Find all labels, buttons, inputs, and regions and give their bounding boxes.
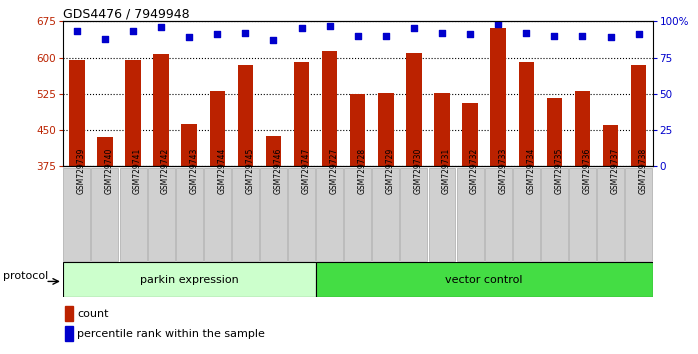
Bar — [574, 91, 590, 348]
Text: GSM729730: GSM729730 — [414, 148, 423, 194]
Point — [268, 37, 279, 43]
Text: GSM729727: GSM729727 — [329, 148, 339, 194]
Bar — [406, 53, 422, 348]
Text: GSM729735: GSM729735 — [554, 148, 563, 194]
Text: GSM729741: GSM729741 — [133, 148, 142, 194]
Bar — [434, 93, 450, 348]
Bar — [462, 103, 478, 348]
FancyBboxPatch shape — [91, 168, 119, 261]
Text: percentile rank within the sample: percentile rank within the sample — [77, 329, 265, 339]
FancyBboxPatch shape — [315, 262, 653, 297]
Text: GSM729742: GSM729742 — [161, 148, 170, 194]
Point — [633, 32, 644, 37]
FancyBboxPatch shape — [64, 168, 90, 261]
Bar — [547, 98, 562, 348]
Point — [324, 23, 335, 28]
Bar — [350, 94, 366, 348]
Text: GSM729737: GSM729737 — [611, 148, 620, 194]
Bar — [322, 51, 337, 348]
Point — [605, 34, 616, 40]
Text: GSM729729: GSM729729 — [386, 148, 395, 194]
FancyBboxPatch shape — [232, 168, 259, 261]
FancyBboxPatch shape — [63, 262, 315, 297]
Point — [156, 24, 167, 30]
Point — [352, 33, 363, 39]
Text: GSM729743: GSM729743 — [189, 148, 198, 194]
Text: GSM729745: GSM729745 — [246, 148, 254, 194]
Text: GSM729746: GSM729746 — [274, 148, 283, 194]
Text: GSM729734: GSM729734 — [526, 148, 535, 194]
Text: parkin expression: parkin expression — [140, 275, 239, 285]
Text: GSM729744: GSM729744 — [217, 148, 226, 194]
FancyBboxPatch shape — [625, 168, 652, 261]
Point — [436, 30, 447, 36]
Point — [296, 25, 307, 31]
FancyBboxPatch shape — [176, 168, 202, 261]
FancyBboxPatch shape — [372, 168, 399, 261]
Point — [211, 32, 223, 37]
FancyBboxPatch shape — [344, 168, 371, 261]
Point — [493, 21, 504, 27]
Bar — [64, 307, 73, 321]
FancyBboxPatch shape — [316, 168, 343, 261]
Text: count: count — [77, 309, 109, 319]
Bar — [266, 136, 281, 348]
Text: protocol: protocol — [3, 271, 48, 281]
FancyBboxPatch shape — [288, 168, 315, 261]
Point — [521, 30, 532, 36]
Point — [464, 32, 475, 37]
FancyBboxPatch shape — [456, 168, 484, 261]
Point — [128, 29, 139, 34]
Bar — [603, 125, 618, 348]
Point — [184, 34, 195, 40]
FancyBboxPatch shape — [401, 168, 427, 261]
FancyBboxPatch shape — [513, 168, 540, 261]
Text: GSM729732: GSM729732 — [470, 148, 479, 194]
Text: GSM729747: GSM729747 — [302, 148, 311, 194]
Point — [71, 29, 82, 34]
Bar — [97, 137, 112, 348]
Point — [99, 36, 110, 41]
Bar — [631, 65, 646, 348]
FancyBboxPatch shape — [148, 168, 174, 261]
Bar — [69, 60, 84, 348]
Point — [549, 33, 560, 39]
Bar — [294, 62, 309, 348]
Bar — [519, 62, 534, 348]
Text: GDS4476 / 7949948: GDS4476 / 7949948 — [63, 7, 189, 20]
Bar — [154, 54, 169, 348]
Text: GSM729731: GSM729731 — [442, 148, 451, 194]
Text: GSM729740: GSM729740 — [105, 148, 114, 194]
Point — [240, 30, 251, 36]
Point — [380, 33, 392, 39]
FancyBboxPatch shape — [597, 168, 624, 261]
FancyBboxPatch shape — [260, 168, 287, 261]
Bar — [237, 65, 253, 348]
FancyBboxPatch shape — [541, 168, 567, 261]
FancyBboxPatch shape — [119, 168, 147, 261]
FancyBboxPatch shape — [484, 168, 512, 261]
FancyBboxPatch shape — [569, 168, 596, 261]
Text: GSM729738: GSM729738 — [639, 148, 648, 194]
Bar — [378, 93, 394, 348]
Bar — [181, 124, 197, 348]
FancyBboxPatch shape — [429, 168, 456, 261]
Text: GSM729728: GSM729728 — [357, 148, 366, 194]
Bar — [209, 91, 225, 348]
Text: GSM729739: GSM729739 — [77, 148, 86, 194]
Bar — [126, 60, 141, 348]
Bar — [64, 326, 73, 341]
Text: vector control: vector control — [445, 275, 523, 285]
Point — [408, 25, 419, 31]
Point — [577, 33, 588, 39]
Bar — [491, 28, 506, 348]
Text: GSM729736: GSM729736 — [582, 148, 591, 194]
FancyBboxPatch shape — [204, 168, 231, 261]
Text: GSM729733: GSM729733 — [498, 148, 507, 194]
